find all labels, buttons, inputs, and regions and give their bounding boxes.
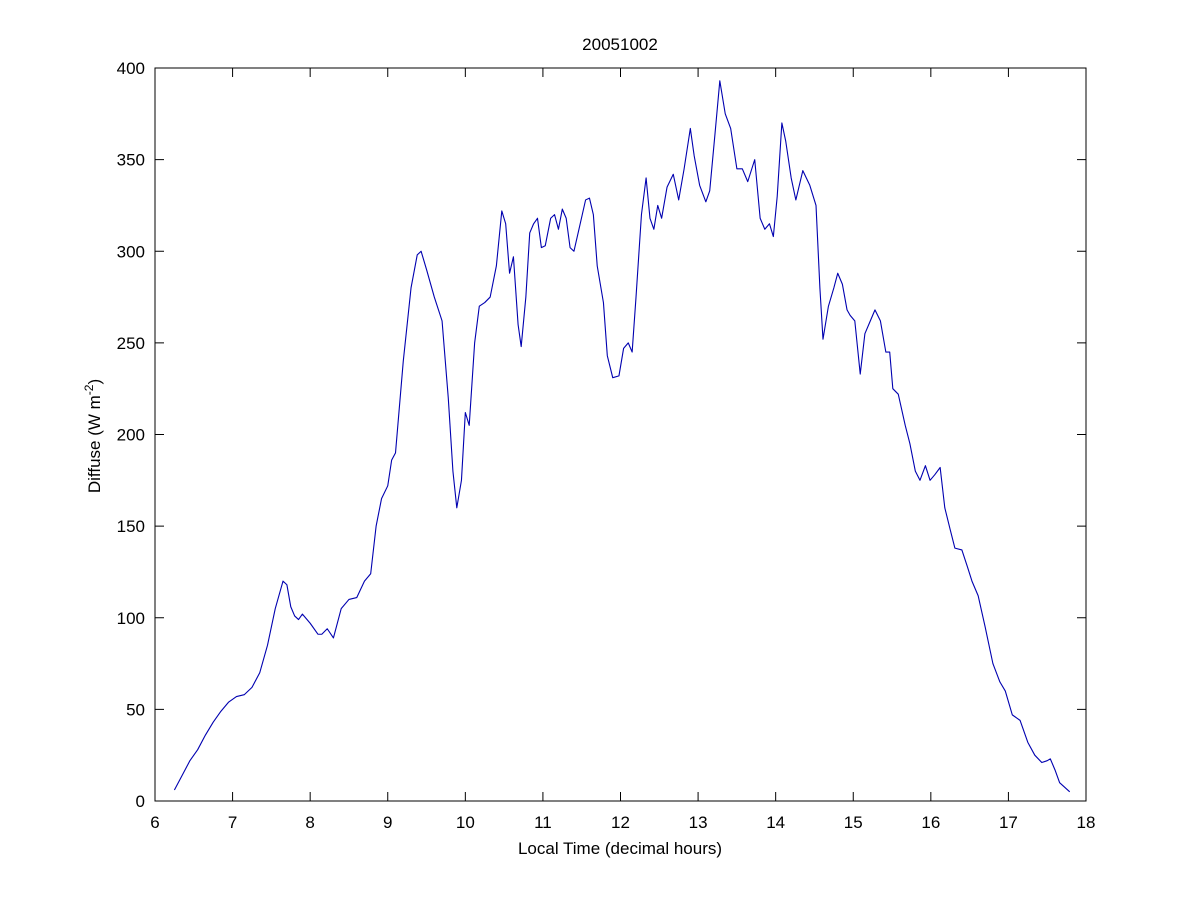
- x-tick-label: 14: [766, 813, 785, 832]
- y-tick-label: 300: [117, 242, 145, 261]
- x-tick-label: 7: [228, 813, 237, 832]
- y-tick-label: 0: [136, 792, 145, 811]
- x-tick-label: 6: [150, 813, 159, 832]
- x-tick-label: 13: [689, 813, 708, 832]
- x-tick-label: 11: [534, 813, 552, 832]
- x-tick-label: 9: [383, 813, 392, 832]
- y-tick-label: 200: [117, 426, 145, 445]
- y-tick-label: 400: [117, 59, 145, 78]
- x-tick-label: 10: [456, 813, 475, 832]
- y-tick-label: 50: [126, 700, 145, 719]
- data-line: [173, 80, 1071, 793]
- x-tick-label: 8: [305, 813, 314, 832]
- x-tick-label: 18: [1077, 813, 1096, 832]
- y-tick-label: 100: [117, 609, 145, 628]
- y-label-text: ): [85, 379, 104, 385]
- x-tick-label: 15: [844, 813, 863, 832]
- y-label-text: Diffuse (W m: [85, 395, 104, 493]
- y-tick-label: 350: [117, 151, 145, 170]
- x-tick-label: 17: [999, 813, 1018, 832]
- chart-title: 20051002: [582, 35, 658, 54]
- y-tick-label: 150: [117, 517, 145, 536]
- x-axis-label: Local Time (decimal hours): [518, 839, 722, 858]
- y-label-superscript: -2: [82, 384, 96, 395]
- y-tick-label: 250: [117, 334, 145, 353]
- x-tick-label: 16: [921, 813, 940, 832]
- x-tick-label: 12: [611, 813, 630, 832]
- y-axis-label: Diffuse (W m-2): [82, 379, 104, 493]
